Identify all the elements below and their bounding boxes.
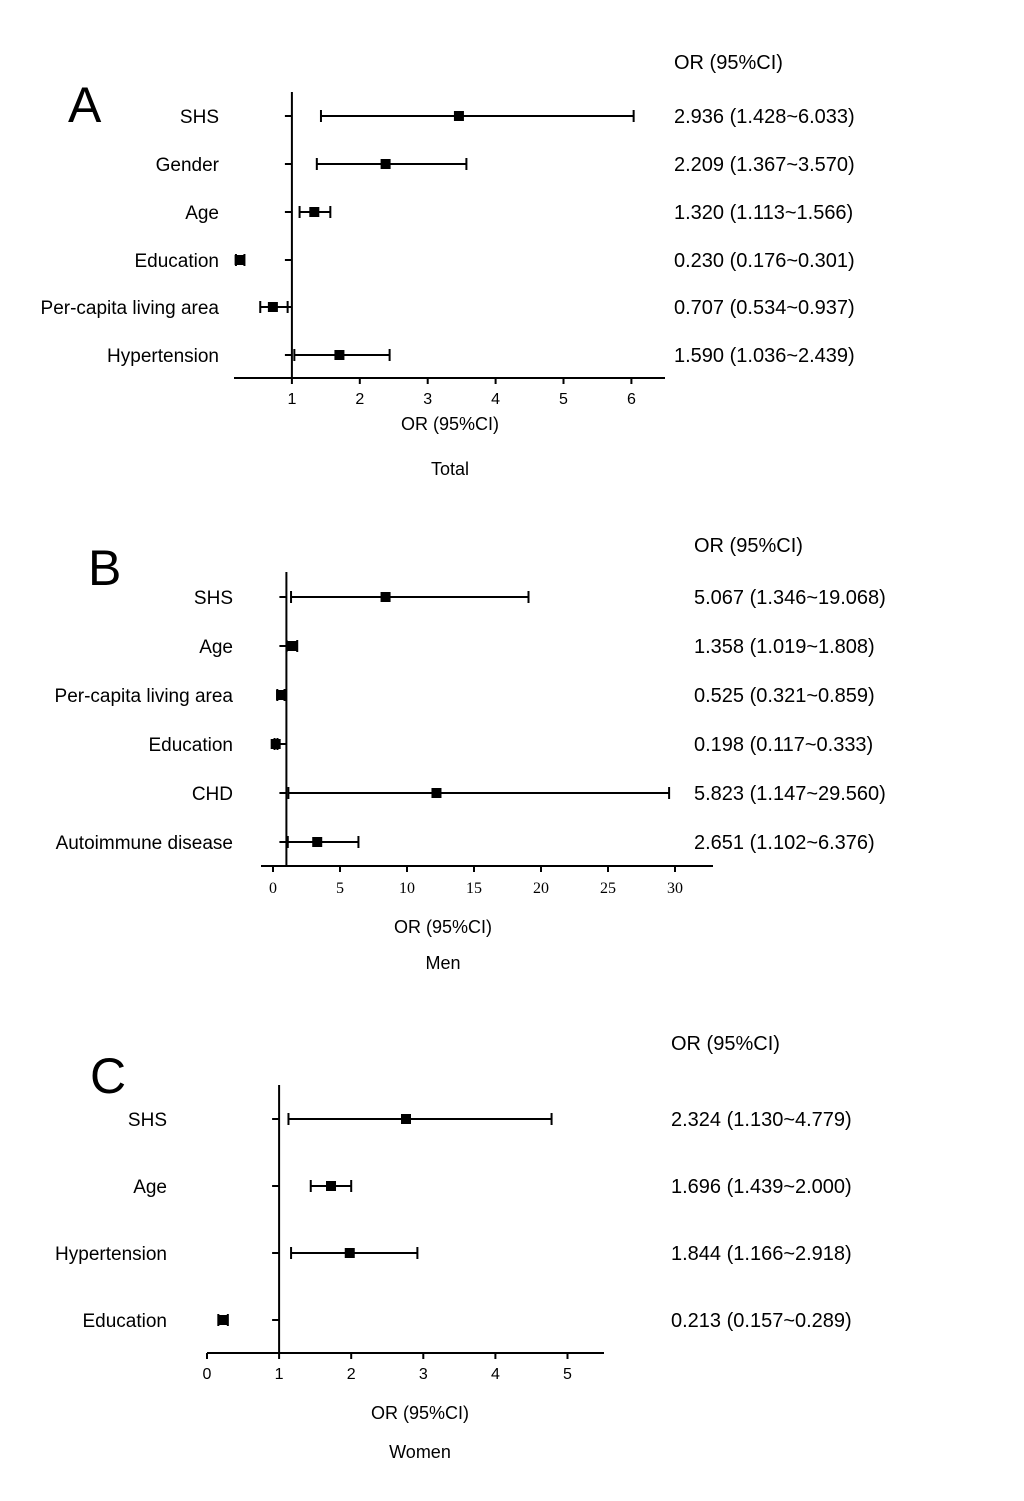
row-label: Gender bbox=[156, 155, 220, 176]
row-label: Per-capita living area bbox=[41, 298, 220, 319]
row-label: Age bbox=[133, 1177, 167, 1198]
x-tick-label: 0 bbox=[203, 1366, 212, 1383]
forest-row: Hypertension 1.590 (1.036~2.439) bbox=[107, 345, 855, 367]
row-label: Autoimmune disease bbox=[56, 833, 233, 854]
point-estimate bbox=[234, 255, 245, 265]
point-estimate bbox=[380, 592, 391, 602]
or-value: 5.823 (1.147~29.560) bbox=[694, 783, 886, 805]
forest-row: Per-capita living area 0.525 (0.321~0.859… bbox=[55, 685, 875, 707]
x-tick-label: 5 bbox=[559, 391, 568, 408]
forest-row: Autoimmune disease 2.651 (1.102~6.376) bbox=[56, 832, 875, 854]
or-value: 0.230 (0.176~0.301) bbox=[674, 250, 855, 272]
x-tick-label: 0 bbox=[269, 880, 277, 897]
row-label: Age bbox=[199, 637, 233, 658]
or-value: 0.525 (0.321~0.859) bbox=[694, 685, 875, 707]
point-estimate bbox=[270, 739, 281, 749]
x-tick-label: 1 bbox=[287, 391, 296, 408]
or-value: 2.651 (1.102~6.376) bbox=[694, 832, 875, 854]
forest-row: Education 0.198 (0.117~0.333) bbox=[148, 734, 873, 756]
or-value: 1.320 (1.113~1.566) bbox=[674, 202, 853, 224]
point-estimate bbox=[217, 1315, 228, 1325]
x-axis-label: OR (95%CI) bbox=[394, 917, 492, 937]
forest-row: SHS 2.324 (1.130~4.779) bbox=[128, 1109, 852, 1131]
or-value: 1.590 (1.036~2.439) bbox=[674, 345, 855, 367]
x-tick-label: 20 bbox=[533, 880, 549, 897]
x-tick-label: 6 bbox=[627, 391, 636, 408]
or-value: 1.844 (1.166~2.918) bbox=[671, 1243, 852, 1265]
row-label: SHS bbox=[180, 107, 219, 128]
forest-row: Hypertension 1.844 (1.166~2.918) bbox=[55, 1243, 852, 1265]
panel-subtitle: Men bbox=[425, 953, 460, 973]
panel-letter: B bbox=[88, 540, 121, 596]
or-value: 1.696 (1.439~2.000) bbox=[671, 1176, 852, 1198]
forest-row: Education 0.230 (0.176~0.301) bbox=[134, 250, 854, 272]
x-tick-label: 4 bbox=[491, 1366, 500, 1383]
or-value: 0.198 (0.117~0.333) bbox=[694, 734, 873, 756]
point-estimate bbox=[453, 111, 464, 121]
forest-panel-c: C OR (95%CI) 0 1 2 3 4 5 OR (95%CI) Women SHS 2.324… bbox=[55, 1033, 852, 1462]
x-tick-label: 5 bbox=[336, 880, 344, 897]
forest-panel-b: B OR (95%CI) 0 5 10 15 20 25 30 OR (95%CI) Men SHS 5… bbox=[55, 535, 886, 973]
point-estimate bbox=[380, 159, 391, 169]
forest-row: SHS 2.936 (1.428~6.033) bbox=[180, 106, 855, 128]
point-estimate bbox=[400, 1114, 411, 1124]
point-estimate bbox=[286, 641, 297, 651]
row-label: CHD bbox=[192, 784, 233, 805]
panel-subtitle: Total bbox=[431, 459, 469, 479]
or-value: 2.324 (1.130~4.779) bbox=[671, 1109, 852, 1131]
forest-row: Age 1.320 (1.113~1.566) bbox=[185, 202, 853, 224]
panel-letter: A bbox=[68, 77, 102, 133]
row-label: SHS bbox=[194, 588, 233, 609]
point-estimate bbox=[344, 1248, 355, 1258]
or-value: 5.067 (1.346~19.068) bbox=[694, 587, 886, 609]
forest-row: Age 1.696 (1.439~2.000) bbox=[133, 1176, 852, 1198]
x-tick-label: 30 bbox=[667, 880, 683, 897]
point-estimate bbox=[312, 837, 323, 847]
panel-subtitle: Women bbox=[389, 1442, 451, 1462]
point-estimate bbox=[309, 207, 320, 217]
x-axis-label: OR (95%CI) bbox=[401, 414, 499, 434]
x-tick-label: 2 bbox=[355, 391, 364, 408]
forest-row: Age 1.358 (1.019~1.808) bbox=[199, 636, 875, 658]
point-estimate bbox=[276, 690, 287, 700]
row-label: Hypertension bbox=[107, 346, 219, 367]
x-tick-label: 3 bbox=[419, 1366, 428, 1383]
x-tick-label: 10 bbox=[399, 880, 415, 897]
forest-row: CHD 5.823 (1.147~29.560) bbox=[192, 783, 886, 805]
x-tick-label: 5 bbox=[563, 1366, 572, 1383]
x-tick-label: 2 bbox=[347, 1366, 356, 1383]
or-column-header: OR (95%CI) bbox=[671, 1033, 780, 1055]
or-value: 2.936 (1.428~6.033) bbox=[674, 106, 855, 128]
row-label: Education bbox=[82, 1311, 167, 1332]
or-column-header: OR (95%CI) bbox=[674, 52, 783, 74]
row-label: Education bbox=[134, 251, 219, 272]
x-tick-label: 3 bbox=[423, 391, 432, 408]
x-tick-label: 25 bbox=[600, 880, 616, 897]
or-value: 0.213 (0.157~0.289) bbox=[671, 1310, 852, 1332]
row-label: Age bbox=[185, 203, 219, 224]
x-tick-label: 1 bbox=[275, 1366, 284, 1383]
or-value: 2.209 (1.367~3.570) bbox=[674, 154, 855, 176]
point-estimate bbox=[326, 1181, 337, 1191]
row-label: Education bbox=[148, 735, 233, 756]
or-value: 1.358 (1.019~1.808) bbox=[694, 636, 875, 658]
panel-letter: C bbox=[90, 1048, 126, 1104]
forest-row: SHS 5.067 (1.346~19.068) bbox=[194, 587, 886, 609]
point-estimate bbox=[431, 788, 442, 798]
point-estimate bbox=[267, 302, 278, 312]
forest-row: Per-capita living area 0.707 (0.534~0.937… bbox=[41, 297, 855, 319]
or-value: 0.707 (0.534~0.937) bbox=[674, 297, 855, 319]
row-label: Per-capita living area bbox=[55, 686, 234, 707]
x-tick-label: 4 bbox=[491, 391, 500, 408]
forest-row: Gender 2.209 (1.367~3.570) bbox=[156, 154, 855, 176]
forest-row: Education 0.213 (0.157~0.289) bbox=[82, 1310, 851, 1332]
point-estimate bbox=[334, 350, 345, 360]
forest-panel-a: A OR (95%CI) 1 2 3 4 5 6 OR (95%CI) Total SHS 2.936… bbox=[41, 52, 855, 479]
row-label: SHS bbox=[128, 1110, 167, 1131]
or-column-header: OR (95%CI) bbox=[694, 535, 803, 557]
row-label: Hypertension bbox=[55, 1244, 167, 1265]
x-tick-label: 15 bbox=[466, 880, 482, 897]
x-axis-label: OR (95%CI) bbox=[371, 1403, 469, 1423]
